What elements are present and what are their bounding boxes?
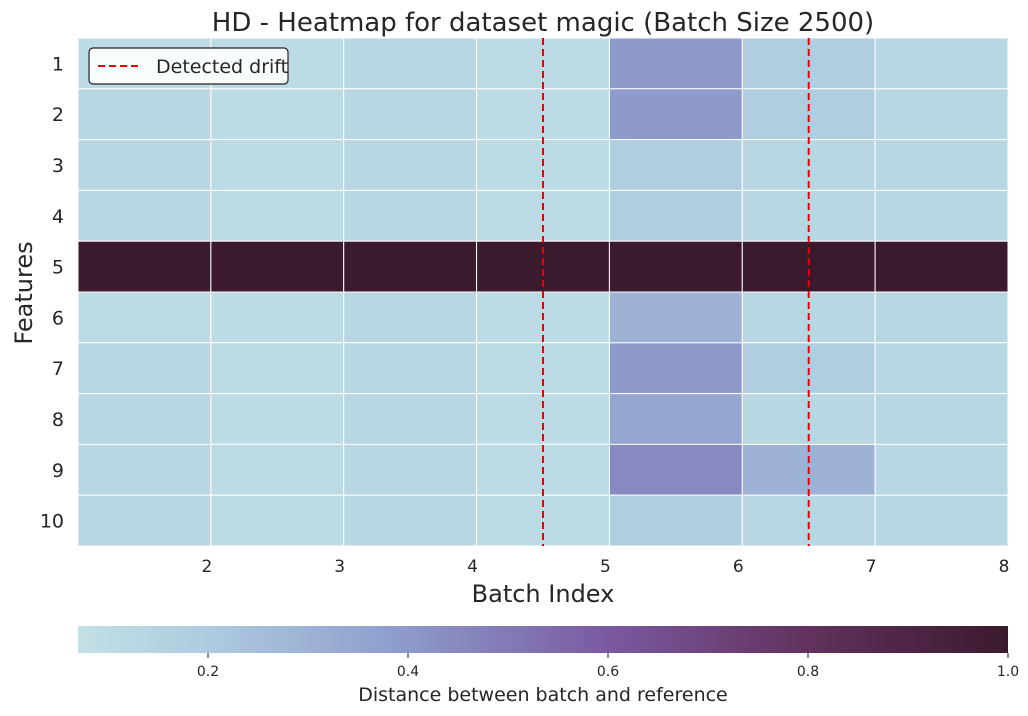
heatmap-cell [874, 88, 1009, 141]
heatmap-cell [77, 494, 212, 547]
y-axis-label: Features [10, 241, 38, 344]
heatmap-cell [210, 494, 345, 547]
heatmap-cells [77, 37, 1009, 547]
heatmap-cell [343, 189, 478, 242]
y-tick-label: 4 [52, 206, 64, 228]
x-tick-label: 8 [999, 557, 1010, 577]
heatmap-cell [343, 291, 478, 344]
y-tick-label: 7 [52, 358, 64, 380]
legend: Detected drift [88, 47, 289, 85]
x-tick-label: 5 [600, 557, 611, 577]
legend-drift-label: Detected drift [156, 56, 288, 78]
heatmap-cell [210, 139, 345, 191]
heatmap-cell [343, 240, 478, 293]
heatmap-cell [874, 342, 1009, 395]
heatmap-cell [210, 342, 345, 395]
heatmap-cell [77, 393, 212, 445]
x-axis-label: Batch Index [472, 580, 615, 608]
colorbar: 0.2 0.4 0.6 0.8 1.0 Distance between batch a… [78, 626, 1019, 706]
heatmap-cell [77, 342, 212, 395]
heatmap-cell [608, 139, 743, 191]
heatmap-cell [608, 494, 743, 547]
colorbar-tick-label: 0.4 [397, 664, 419, 680]
x-tick-label: 6 [733, 557, 744, 577]
legend-box [88, 47, 289, 85]
colorbar-ticks: 0.2 0.4 0.6 0.8 1.0 [197, 653, 1019, 680]
x-tick-label: 7 [866, 557, 877, 577]
x-tick-label: 4 [467, 557, 478, 577]
y-tick-label: 5 [52, 257, 64, 279]
heatmap-cell [608, 291, 743, 344]
colorbar-tick-label: 0.2 [197, 664, 219, 680]
y-tick-label: 3 [52, 155, 64, 177]
heatmap-cell [874, 443, 1009, 496]
y-tick-labels: 1 2 3 4 5 6 7 8 9 10 [40, 53, 64, 532]
heatmap-cell [77, 139, 212, 191]
heatmap-cell [343, 139, 478, 191]
heatmap-cell [874, 37, 1009, 90]
heatmap-cell [874, 291, 1009, 344]
heatmap-cell [77, 291, 212, 344]
y-tick-label: 8 [52, 409, 64, 431]
colorbar-gradient [78, 626, 1008, 653]
heatmap-cell [210, 443, 345, 496]
heatmap-cell [343, 443, 478, 496]
heatmap-cell [77, 443, 212, 496]
heatmap-cell [608, 88, 743, 141]
heatmap-cell [210, 240, 345, 293]
heatmap-cell [608, 240, 743, 293]
colorbar-tick-label: 0.8 [797, 664, 819, 680]
colorbar-label: Distance between batch and reference [358, 684, 728, 706]
heatmap-cell [77, 88, 212, 141]
heatmap-cell [210, 393, 345, 445]
x-tick-labels: 2 3 4 5 6 7 8 [201, 557, 1009, 577]
x-tick-label: 3 [334, 557, 345, 577]
chart-title: HD - Heatmap for dataset magic (Batch Si… [212, 8, 874, 38]
heatmap-cell [608, 189, 743, 242]
heatmap-cell [608, 37, 743, 90]
heatmap-cell [210, 88, 345, 141]
heatmap-cell [608, 443, 743, 496]
heatmap-cell [343, 88, 478, 141]
colorbar-tick-label: 0.6 [597, 664, 619, 680]
heatmap-cell [874, 240, 1009, 293]
heatmap-cell [874, 393, 1009, 445]
heatmap-cell [608, 393, 743, 445]
y-tick-label: 10 [40, 511, 64, 533]
heatmap-cell [874, 189, 1009, 242]
heatmap-cell [343, 393, 478, 445]
heatmap-cell [608, 342, 743, 395]
y-tick-label: 9 [52, 460, 64, 482]
heatmap-cell [343, 37, 478, 90]
heatmap-cell [210, 291, 345, 344]
drift-lines [542, 38, 810, 546]
y-tick-label: 2 [52, 104, 64, 126]
heatmap-cell [874, 494, 1009, 547]
heatmap-cell [874, 139, 1009, 191]
y-tick-label: 1 [52, 53, 64, 75]
colorbar-tick-label: 1.0 [997, 664, 1019, 680]
heatmap-cell [343, 342, 478, 395]
heatmap-cell [343, 494, 478, 547]
x-tick-label: 2 [201, 557, 212, 577]
heatmap-cell [77, 240, 212, 293]
heatmap-cell [210, 189, 345, 242]
heatmap-cell [77, 189, 212, 242]
y-tick-label: 6 [52, 307, 64, 329]
